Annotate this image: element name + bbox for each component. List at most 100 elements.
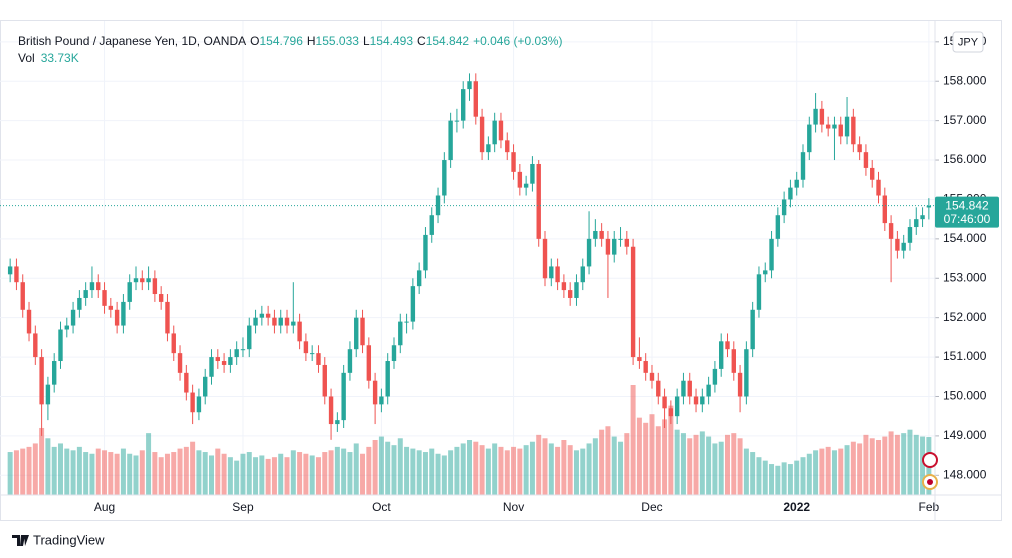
candle-body [196, 396, 202, 413]
candle-body [158, 294, 164, 302]
volume-bar [309, 455, 315, 495]
legend-ohlc-letter: H [307, 34, 316, 48]
candle-body [523, 183, 529, 188]
legend-volume-value: 33.73K [41, 51, 79, 65]
candle-body [637, 357, 642, 362]
volume-bar [863, 434, 869, 495]
volume-bar [838, 448, 844, 495]
volume-bar [781, 462, 787, 495]
volume-bar [750, 452, 756, 495]
y-tick-label: 154.000 [943, 231, 987, 245]
candle-body [800, 152, 806, 180]
candle-body [14, 266, 19, 283]
volume-bar [523, 445, 529, 495]
volume-bar [517, 448, 523, 495]
candle-body [39, 357, 44, 405]
candle-body [284, 317, 290, 326]
x-tick-label: Nov [503, 500, 524, 514]
candle-body [624, 238, 630, 247]
candle-body [895, 238, 900, 251]
candle-body [863, 152, 869, 168]
candle-body [322, 364, 327, 397]
candle-body [272, 317, 277, 326]
last-price-box [935, 196, 999, 228]
candle-body [278, 317, 283, 326]
volume-bar [460, 443, 466, 495]
candle-body [870, 167, 875, 180]
volume-bar [775, 465, 781, 495]
candle-body [882, 195, 888, 224]
volume-bar [907, 429, 913, 495]
volume-bar [32, 443, 38, 495]
y-tick-label: 150.000 [943, 389, 987, 403]
candle-body [775, 215, 781, 239]
candle-body [643, 361, 648, 373]
volume-bar [26, 446, 32, 495]
volume-bar [297, 452, 303, 495]
volume-bar [39, 427, 45, 495]
candle-body [605, 238, 611, 255]
currency-label[interactable]: JPY [958, 36, 979, 48]
volume-bar [13, 450, 19, 495]
volume-bar [196, 450, 202, 495]
volume-bar [699, 431, 705, 495]
candle-body [517, 171, 523, 188]
volume-bar [410, 448, 416, 495]
last-price-label: 154.842 [945, 198, 989, 212]
volume-bar [794, 460, 800, 495]
candle-body [70, 309, 76, 326]
candle-body [234, 349, 239, 358]
candle-body [341, 372, 346, 421]
volume-bar [680, 433, 686, 495]
volume-bar [536, 434, 542, 495]
candle-body [876, 179, 881, 196]
volume-bar [190, 441, 196, 495]
volume-bar [259, 455, 265, 495]
candle-body [737, 372, 743, 397]
candle-body [360, 317, 365, 346]
candle-body [832, 124, 837, 129]
volume-bar [215, 448, 221, 495]
candle-body [486, 144, 491, 153]
candle-body [33, 333, 38, 358]
candle-body [511, 152, 516, 172]
volume-bar [7, 452, 13, 495]
volume-bar [718, 441, 724, 495]
volume-bar [498, 446, 504, 495]
volume-bar [869, 438, 875, 495]
volume-bar [234, 460, 240, 495]
brand-logo-mark [12, 535, 29, 546]
volume-bar [347, 452, 353, 495]
candle-body [825, 124, 831, 129]
candle-body [662, 396, 667, 409]
candle-body [505, 140, 510, 153]
legend-ohlc-letter: L [363, 34, 370, 48]
candle-body [184, 372, 189, 393]
candle-body [416, 270, 422, 287]
volume-bar [599, 429, 605, 495]
y-tick-label: 157.000 [943, 113, 987, 127]
volume-bar [265, 458, 271, 495]
volume-bar [114, 453, 120, 495]
volume-bar [529, 441, 535, 495]
volume-bar [901, 433, 907, 495]
candle-body [372, 380, 378, 405]
candle-body [423, 234, 428, 271]
candle-body [612, 238, 617, 255]
candle-body [379, 396, 384, 405]
candle-body [83, 290, 88, 298]
volume-bar [51, 446, 57, 495]
volume-bar [787, 464, 793, 495]
volume-bar [743, 448, 749, 495]
chart-frame [0, 20, 1002, 521]
candle-body [102, 290, 107, 306]
volume-bar [271, 457, 277, 495]
candle-body [291, 321, 296, 326]
x-tick-label: 2022 [783, 500, 810, 514]
y-tick-label: 153.000 [943, 270, 987, 284]
volume-bar [146, 433, 152, 495]
currency-button[interactable] [952, 31, 984, 53]
candle-body [26, 309, 32, 334]
candle-body [410, 286, 416, 322]
